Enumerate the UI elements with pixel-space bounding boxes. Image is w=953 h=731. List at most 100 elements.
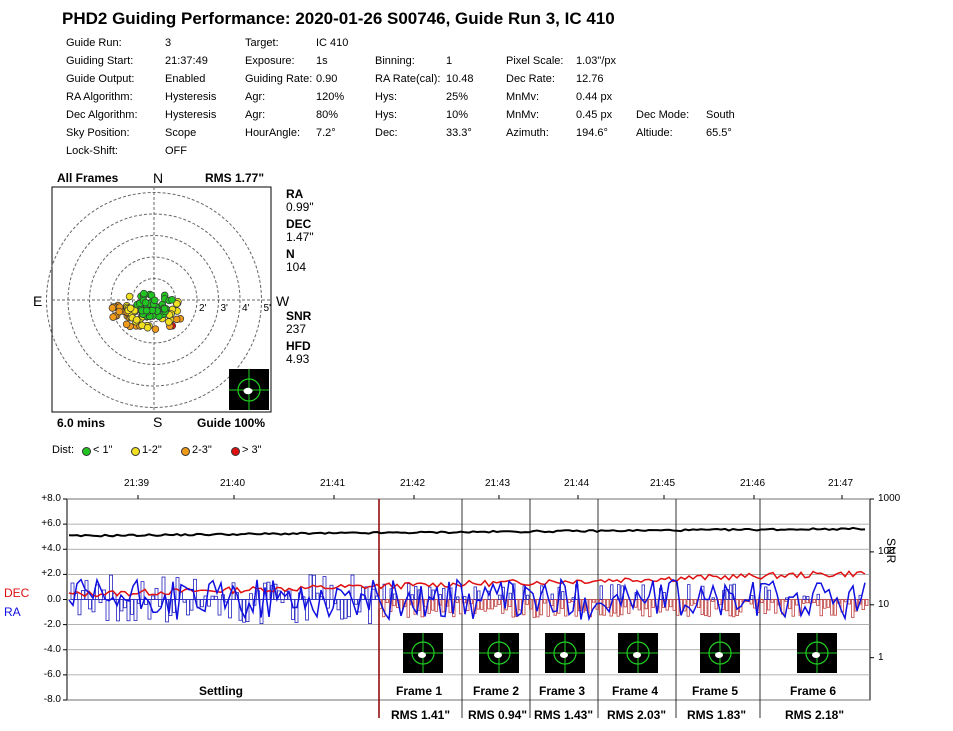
- dec-pulse-bar: [648, 599, 652, 618]
- ra-pulse-bar: [438, 594, 442, 600]
- frame-thumbnail: [618, 633, 658, 673]
- thumb-ring: [237, 378, 261, 402]
- info-value: 10.48: [446, 73, 474, 85]
- frame-rms: RMS 0.94": [468, 708, 528, 722]
- info-value: Scope: [165, 127, 197, 139]
- scatter-point: [123, 302, 131, 310]
- frame-label: Frame 3: [539, 684, 586, 698]
- ra-pulse-bar: [375, 595, 379, 600]
- dec-pulse-bar: [448, 599, 452, 613]
- info-label: Hys:: [375, 91, 397, 103]
- info-label: Target:: [245, 37, 279, 49]
- ra-pulse-bar: [354, 599, 358, 605]
- scatter-point: [145, 307, 154, 315]
- frame-thumbnail: [545, 633, 585, 673]
- dec-pulse-bar: [581, 599, 585, 613]
- dec-pulse-bar: [830, 599, 834, 616]
- info-value: Enabled: [165, 73, 206, 85]
- ra-pulse-bar: [147, 599, 152, 620]
- scatter-point: [143, 307, 152, 316]
- dec-pulse-bar: [515, 599, 519, 617]
- ra-pulse-bar: [449, 587, 453, 600]
- dec-pulse-bar: [413, 599, 417, 615]
- dec-pulse-bar: [791, 599, 795, 617]
- dec-pulse-bar: [676, 599, 680, 616]
- ra-pulse-bar: [179, 591, 183, 600]
- scatter-point: [168, 322, 177, 330]
- ra-pulse-bar: [725, 589, 729, 600]
- scatter-point: [139, 310, 147, 318]
- scatter-point: [162, 305, 170, 313]
- scatter-point: [126, 313, 134, 322]
- dec-pulse-bar: [858, 599, 862, 605]
- ra-pulse-bar: [343, 599, 348, 619]
- ra-pulse-bar: [228, 599, 232, 619]
- info-label: Agr:: [245, 91, 266, 103]
- scatter-point: [146, 290, 154, 299]
- dec-pulse-bar: [483, 599, 487, 612]
- info-label: Guiding Start:: [66, 55, 134, 67]
- info-label: MnMv:: [506, 109, 539, 121]
- scatter-point: [123, 308, 131, 316]
- scatter-point: [166, 322, 174, 330]
- ra-pulse-bar: [610, 584, 614, 600]
- ra-pulse-bar: [126, 599, 131, 622]
- ra-pulse-bar: [617, 584, 621, 600]
- dec-pulse-bar: [403, 599, 407, 608]
- right-tick-label: 1: [878, 651, 884, 663]
- scatter-ring: [67, 213, 241, 387]
- ra-pulse-bar: [200, 599, 204, 608]
- dec-pulse-bar: [665, 599, 669, 611]
- dec-pulse-bar: [812, 599, 816, 603]
- time-tick-label: 21:40: [220, 478, 246, 489]
- scatter-point: [168, 305, 177, 314]
- dec-pulse-bar: [693, 599, 697, 605]
- ra-pulse-bar: [175, 577, 180, 600]
- dec-pulse-bar: [462, 599, 466, 604]
- dec-pulse-bar: [602, 599, 606, 616]
- ra-pulse-bar: [305, 599, 309, 621]
- scatter-point: [143, 321, 151, 330]
- dec-pulse-bar: [865, 599, 869, 606]
- dec-pulse-bar: [630, 599, 634, 607]
- dec-pulse-bar: [658, 599, 662, 613]
- ra-pulse-bar: [641, 584, 645, 600]
- ra-pulse-bar: [144, 599, 148, 605]
- left-tick-label: -8.0: [43, 694, 61, 705]
- ra-pulse-bar: [98, 599, 103, 603]
- info-label: Dec Rate:: [506, 73, 555, 85]
- dec-pulse-bar: [445, 599, 449, 607]
- left-tick-label: -2.0: [43, 618, 61, 630]
- info-value: 10%: [446, 109, 469, 121]
- ra-pulse-bar: [252, 599, 257, 606]
- compass-south: S: [153, 414, 163, 430]
- ra-pulse-bar: [291, 599, 295, 620]
- info-value: South: [706, 109, 735, 121]
- scatter-point: [128, 314, 137, 322]
- ra-pulse-bar: [767, 589, 771, 600]
- ra-pulse-bar: [806, 596, 810, 600]
- dec-pulse-bar: [728, 599, 732, 617]
- dec-pulse-bar: [522, 599, 526, 616]
- dec-pulse-bar: [501, 599, 505, 614]
- dec-pulse-bar: [637, 599, 641, 611]
- dec-pulse-bar: [497, 599, 501, 605]
- dec-pulse-bar: [532, 599, 536, 618]
- dec-pulse-bar: [504, 599, 508, 611]
- thumb-star: [560, 652, 568, 658]
- dec-pulse-bar: [546, 599, 550, 617]
- scatter-point: [136, 322, 144, 330]
- info-label: Pixel Scale:: [506, 55, 564, 67]
- dec-pulse-bar: [826, 599, 830, 608]
- dec-pulse-bar: [840, 599, 844, 613]
- info-value: 12.76: [576, 73, 604, 85]
- ra-pulse-bar: [242, 599, 246, 623]
- scatter-point: [155, 312, 163, 321]
- dec-pulse-bar: [732, 599, 736, 618]
- ra-pulse-bar: [557, 586, 561, 600]
- ra-pulse-bar: [301, 596, 306, 600]
- dec-pulse-bar: [721, 599, 725, 610]
- ra-pulse-bar: [312, 574, 316, 600]
- info-label: Guide Run:: [66, 37, 122, 49]
- scatter-point: [122, 303, 131, 312]
